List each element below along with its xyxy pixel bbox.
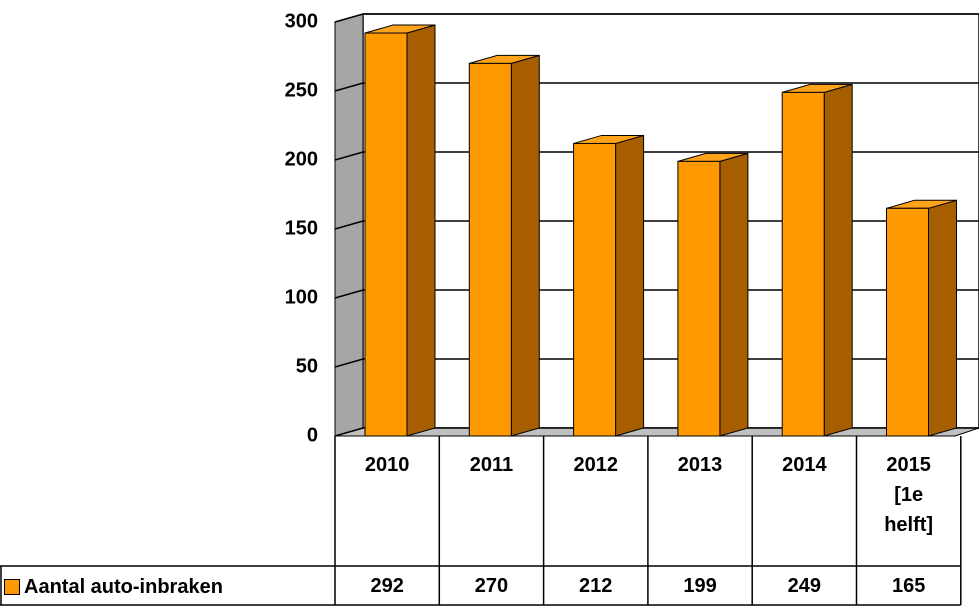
grid-line xyxy=(334,151,979,161)
grid-line xyxy=(334,13,979,23)
bar xyxy=(781,91,825,437)
grid-line xyxy=(334,427,979,437)
value-cell: 270 xyxy=(439,568,543,604)
bar-side xyxy=(615,134,645,437)
cell-text: 212 xyxy=(579,575,613,597)
category-cell: 2012 xyxy=(544,446,648,480)
bar-side xyxy=(719,152,749,437)
y-tick-label: 100 xyxy=(285,286,318,308)
bar xyxy=(468,62,512,437)
legend: Aantal auto-inbraken xyxy=(4,569,223,605)
bar-side xyxy=(510,54,540,437)
category-cell: 2014 xyxy=(752,446,856,480)
cell-text: 199 xyxy=(683,575,717,597)
cell-text: 2011 xyxy=(469,454,514,476)
bar xyxy=(886,207,929,437)
legend-swatch xyxy=(4,579,20,595)
cell-text: 2014 xyxy=(782,454,827,476)
category-cell: 2015 [1e helft] xyxy=(857,446,961,540)
bar xyxy=(677,160,721,437)
y-tick-label: 150 xyxy=(285,217,318,239)
y-tick-label: 200 xyxy=(285,148,318,170)
cell-text: 165 xyxy=(891,575,926,597)
grid-line xyxy=(334,289,979,299)
value-cell: 212 xyxy=(544,568,648,604)
cell-text: 2010 xyxy=(364,454,410,476)
cell-text: 249 xyxy=(787,575,822,597)
bar-side xyxy=(823,83,853,437)
y-tick-label: 0 xyxy=(307,424,318,446)
y-tick-label: 50 xyxy=(296,355,318,377)
y-tick-label: 300 xyxy=(285,10,318,32)
cell-text: 292 xyxy=(370,575,404,597)
category-cell: 2011 xyxy=(439,446,543,480)
category-cell: 2010 xyxy=(335,446,439,480)
bar xyxy=(573,142,617,437)
value-cell: 249 xyxy=(752,568,856,604)
value-cell: 199 xyxy=(648,568,752,604)
cell-text: 270 xyxy=(474,575,509,597)
category-cell: 2013 xyxy=(648,446,752,480)
legend-label: Aantal auto-inbraken xyxy=(24,575,223,598)
grid-line xyxy=(334,82,979,92)
cell-text: 2012 xyxy=(573,454,618,476)
y-tick-label: 250 xyxy=(285,79,318,101)
bar-side xyxy=(406,24,436,437)
value-cell: 292 xyxy=(335,568,439,604)
bar-side xyxy=(928,199,957,437)
cell-text: 2013 xyxy=(677,454,723,476)
grid-line xyxy=(334,358,979,368)
value-cell: 165 xyxy=(857,568,961,604)
grid-line xyxy=(334,220,979,230)
cell-text: 2015 [1e helft] xyxy=(884,454,934,536)
bar xyxy=(364,32,408,437)
